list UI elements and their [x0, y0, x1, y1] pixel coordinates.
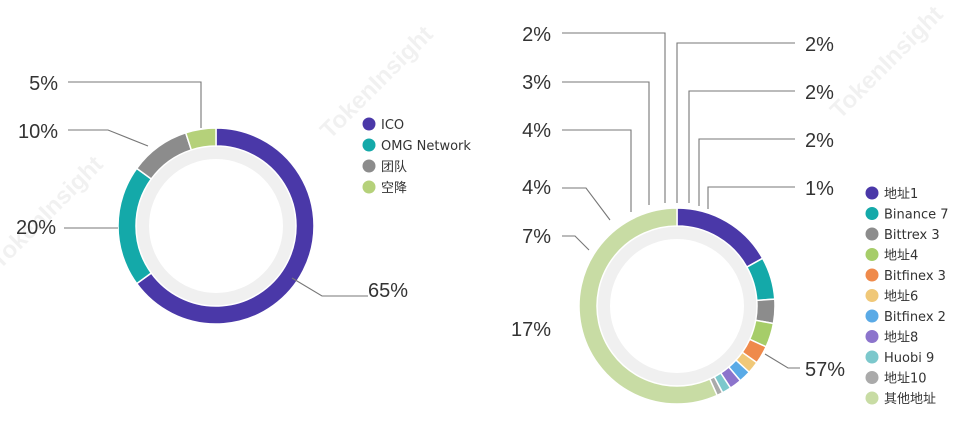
legend-item-bitfinex-3: Bitfinex 3	[865, 268, 946, 284]
legend-item-10: 地址10	[865, 371, 927, 387]
legend-label: Huobi 9	[884, 351, 934, 366]
leader-line-ico	[291, 277, 368, 297]
legend-label: 空降	[381, 181, 407, 196]
data-label-bittrex-3: 4%	[522, 177, 551, 199]
legend-item-item-4: 空降	[362, 180, 407, 196]
legend-item-bittrex-3: Bittrex 3	[865, 227, 940, 243]
legend-swatch	[865, 186, 879, 200]
legend-label: 团队	[381, 160, 407, 175]
leader-line-binance-7	[562, 235, 590, 251]
data-label-binance-7: 7%	[522, 226, 551, 248]
leader-line-4	[562, 129, 632, 212]
legend-item-ico: ICO	[362, 117, 404, 133]
data-label-item-11: 57%	[805, 359, 845, 381]
legend-swatch	[865, 309, 879, 323]
legend-swatch	[362, 180, 376, 194]
slice-item-4	[184, 127, 217, 151]
data-label-4: 4%	[522, 120, 551, 142]
legend-label: Binance 7	[884, 208, 949, 223]
donut-inner-track	[596, 225, 758, 387]
leader-line-8	[688, 90, 795, 203]
legend-item-8: 地址8	[865, 330, 918, 346]
legend-label: Bitfinex 2	[884, 310, 946, 325]
slice-item-11	[578, 207, 719, 405]
donut-chart-holder-distribution: 17% 7% 4% 4% 3% 2% 2% 2% 2% 1% 57% 地址1 Binance 7 Bitt…	[511, 24, 949, 407]
legend-label: ICO	[381, 118, 404, 133]
legend-label: Bitfinex 3	[884, 269, 946, 284]
legend-item-item-11: 其他地址	[865, 391, 936, 407]
legend-item-binance-7: Binance 7	[865, 207, 949, 223]
data-label-10: 1%	[805, 178, 834, 200]
data-label-item-3: 10%	[18, 121, 58, 143]
legend-label: 地址10	[884, 372, 927, 387]
leader-line-huobi-9	[698, 138, 795, 206]
legend-item-bitfinex-2: Bitfinex 2	[865, 309, 946, 325]
legend-item-item-3: 团队	[362, 159, 407, 175]
data-label-6: 2%	[522, 24, 551, 46]
data-label-bitfinex-3: 3%	[522, 72, 551, 94]
data-label-ico: 65%	[368, 280, 408, 302]
donut-inner-track	[135, 145, 297, 307]
leader-line-bitfinex-3	[562, 81, 650, 205]
leader-line-bitfinex-2	[676, 42, 795, 203]
legend-label: Bittrex 3	[884, 228, 940, 243]
legend-swatch	[362, 159, 376, 173]
legend-item-omg-network: OMG Network	[362, 138, 471, 154]
leader-line-bittrex-3	[562, 187, 611, 221]
legend-swatch	[865, 391, 879, 405]
legend-label: 地址6	[884, 290, 918, 305]
leader-line-item-4	[68, 81, 202, 128]
legend-label: 地址8	[884, 331, 918, 346]
data-label-bitfinex-2: 2%	[805, 34, 834, 56]
legend-swatch	[865, 289, 879, 302]
legend-swatch	[865, 350, 879, 364]
data-label-item-4: 5%	[29, 73, 58, 95]
legend-item-6: 地址6	[865, 289, 918, 305]
data-label-1: 17%	[511, 319, 551, 341]
legend-swatch	[865, 371, 879, 384]
legend-item-huobi-9: Huobi 9	[865, 350, 934, 366]
legend-swatch	[865, 248, 879, 261]
watermark-text: TokenInsight	[0, 151, 109, 274]
slice-bittrex-3	[754, 298, 776, 325]
leader-line-item-11	[764, 353, 800, 369]
data-label-omg-network: 20%	[16, 217, 56, 239]
watermark-text: TokenInsight	[825, 1, 948, 124]
legend-item-1: 地址1	[865, 186, 918, 202]
slice-ico	[135, 127, 315, 325]
leader-line-10	[707, 186, 795, 209]
data-label-8: 2%	[805, 82, 834, 104]
legend-swatch	[865, 207, 879, 220]
legend-item-4: 地址4	[865, 248, 918, 264]
legend-label: 其他地址	[884, 392, 936, 407]
leader-line-item-3	[68, 129, 149, 147]
watermark-text: TokenInsight	[315, 21, 438, 144]
legend-swatch	[362, 138, 376, 152]
legend-label: 地址1	[884, 187, 918, 202]
leader-line-6	[562, 32, 666, 203]
legend-swatch	[865, 330, 879, 343]
legend-swatch	[362, 117, 376, 131]
legend-swatch	[865, 227, 879, 241]
data-label-huobi-9: 2%	[805, 130, 834, 152]
legend-swatch	[865, 268, 879, 282]
legend-label: 地址4	[884, 249, 918, 264]
legend-label: OMG Network	[381, 139, 471, 154]
